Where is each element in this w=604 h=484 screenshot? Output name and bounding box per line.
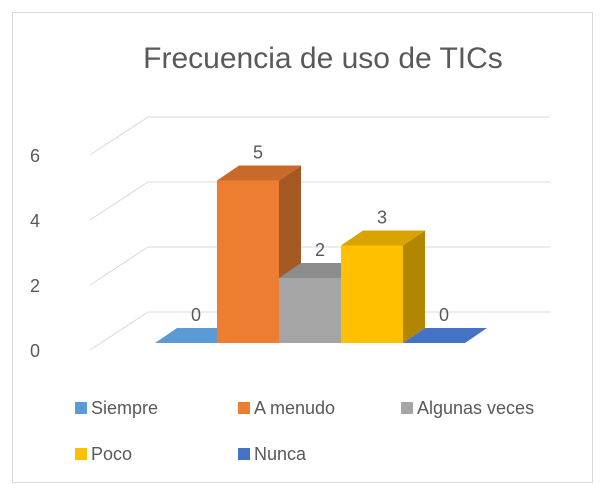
bar-side [403, 230, 425, 343]
bar [341, 245, 403, 343]
bar-top [341, 230, 425, 246]
y-tick-label: 0 [30, 341, 40, 361]
grid-line [89, 116, 550, 156]
grid-line [89, 181, 550, 221]
chart-title: Frecuencia de uso de TICs [143, 42, 503, 75]
legend-swatch [75, 402, 87, 414]
legend-label: Poco [91, 444, 132, 464]
bar-top [217, 165, 301, 181]
y-tick-label: 6 [30, 146, 40, 166]
legend-swatch [401, 402, 413, 414]
legend-swatch [238, 402, 250, 414]
bar [279, 278, 341, 343]
legend-label: Siempre [91, 398, 158, 418]
value-label: 0 [191, 305, 201, 325]
y-tick-label: 2 [30, 276, 40, 296]
bar-top [403, 328, 487, 343]
value-label: 5 [253, 142, 263, 162]
legend-label: A menudo [254, 398, 335, 418]
legend-label: Algunas veces [417, 398, 534, 418]
value-label: 2 [315, 240, 325, 260]
bar [217, 180, 279, 343]
value-label: 0 [439, 305, 449, 325]
legend-label: Nunca [254, 444, 307, 464]
legend-swatch [75, 448, 87, 460]
y-tick-label: 4 [30, 211, 40, 231]
legend-swatch [238, 448, 250, 460]
value-label: 3 [377, 207, 387, 227]
